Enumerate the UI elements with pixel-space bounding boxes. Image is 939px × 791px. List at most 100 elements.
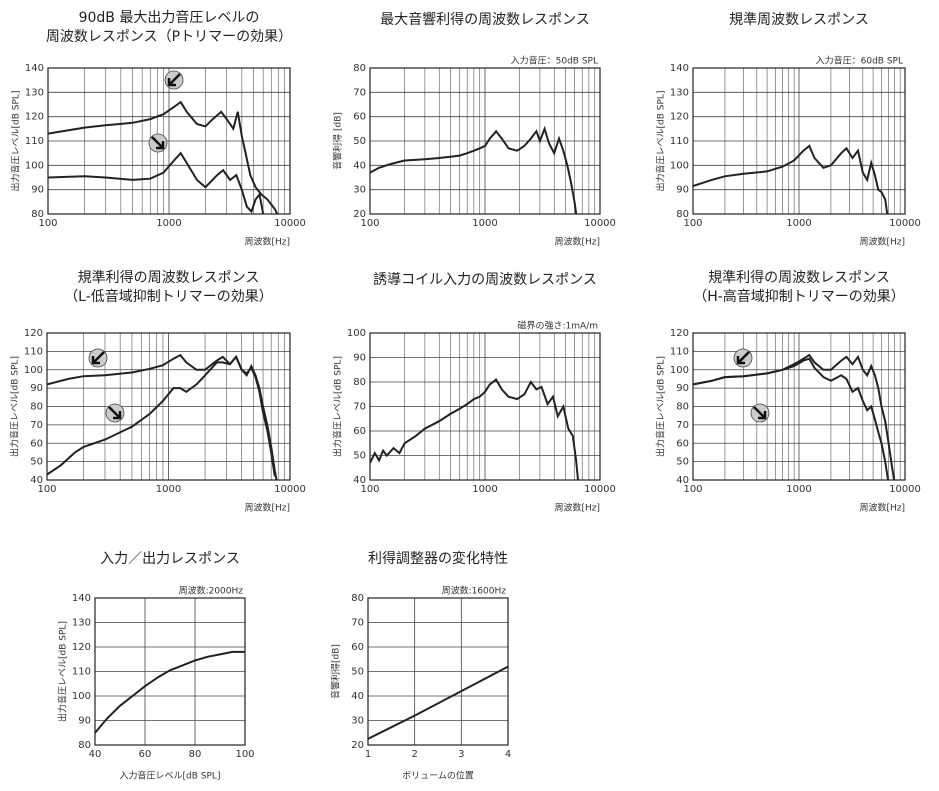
x-tick-label: 10000 — [584, 218, 616, 229]
data-line — [48, 151, 265, 214]
x-tick-label: 1000 — [786, 484, 811, 495]
data-line — [370, 125, 578, 214]
y-axis-label: 音響利得 [dB] — [332, 112, 344, 170]
y-tick-label: 130 — [25, 87, 44, 98]
y-tick-label: 50 — [353, 451, 366, 462]
y-tick-label: 120 — [670, 112, 689, 123]
y-tick-label: 120 — [24, 328, 43, 339]
x-axis-label: 周波数[Hz] — [244, 236, 290, 248]
y-tick-label: 80 — [78, 740, 91, 751]
y-tick-label: 20 — [353, 209, 366, 220]
plot-frame — [46, 332, 291, 481]
y-axis-label: 音響利得[dB] — [330, 644, 342, 699]
y-tick-label: 80 — [353, 63, 366, 74]
y-tick-label: 80 — [351, 593, 364, 604]
y-tick-label: 110 — [24, 346, 43, 357]
y-tick-label: 100 — [670, 160, 689, 171]
y-tick-label: 90 — [676, 383, 689, 394]
y-tick-label: 70 — [30, 420, 43, 431]
trimmer-arrow — [91, 351, 105, 365]
x-tick-label: 1000 — [156, 484, 181, 495]
y-axis-label: 出力音圧レベル[dB SPL] — [332, 356, 344, 457]
annotation: 入力音圧：50dB SPL — [511, 55, 598, 67]
chart-title: 90dB 最大出力音圧レベルの — [79, 9, 260, 26]
y-tick-label: 90 — [78, 716, 91, 727]
trimmer-arrow — [753, 406, 767, 420]
x-axis-label: 周波数[Hz] — [554, 236, 600, 248]
chart-title: 入力／出力レスポンス — [100, 551, 240, 567]
y-tick-label: 120 — [72, 642, 91, 653]
x-tick-label: 2 — [411, 749, 417, 760]
y-tick-label: 40 — [353, 160, 366, 171]
y-tick-label: 120 — [25, 112, 44, 123]
x-tick-label: 100 — [235, 749, 254, 760]
y-tick-label: 70 — [353, 87, 366, 98]
plot-frame — [692, 332, 906, 481]
x-tick-label: 100 — [360, 484, 379, 495]
plot-frame — [47, 67, 291, 215]
y-tick-label: 40 — [353, 475, 366, 486]
plot-frame — [369, 332, 601, 481]
x-tick-label: 3 — [458, 749, 464, 760]
plot-frame — [94, 597, 246, 746]
x-tick-label: 1000 — [472, 218, 497, 229]
y-tick-label: 100 — [25, 160, 44, 171]
x-tick-label: 100 — [38, 218, 57, 229]
data-line — [47, 353, 278, 480]
y-tick-label: 40 — [351, 691, 364, 702]
y-tick-label: 80 — [676, 209, 689, 220]
y-tick-label: 30 — [351, 716, 364, 727]
y-tick-label: 60 — [353, 426, 366, 437]
y-tick-label: 50 — [30, 457, 43, 468]
chart-title: 最大音響利得の周波数レスポンス — [380, 11, 590, 28]
y-tick-label: 110 — [72, 667, 91, 678]
chart-title: 利得調整器の変化特性 — [368, 550, 508, 567]
x-tick-label: 4 — [505, 749, 511, 760]
y-tick-label: 140 — [670, 63, 689, 74]
trimmer-arrow — [167, 73, 181, 87]
chart-title: 誘導コイル入力の周波数レスポンス — [373, 272, 597, 288]
data-line — [370, 378, 580, 480]
y-tick-label: 80 — [676, 402, 689, 413]
x-axis-label: 周波数[Hz] — [244, 502, 290, 514]
y-tick-label: 80 — [31, 209, 44, 220]
y-tick-label: 110 — [670, 346, 689, 357]
y-tick-label: 50 — [353, 136, 366, 147]
chart-title: 周波数レスポンス（Pトリマーの効果） — [46, 29, 292, 45]
y-tick-label: 110 — [670, 136, 689, 147]
y-tick-label: 30 — [353, 185, 366, 196]
y-tick-label: 130 — [72, 618, 91, 629]
data-line — [368, 665, 508, 740]
y-tick-label: 80 — [353, 377, 366, 388]
annotation: 周波数:1600Hz — [442, 585, 507, 597]
y-tick-label: 100 — [347, 328, 366, 339]
x-tick-label: 100 — [683, 218, 702, 229]
x-tick-label: 10000 — [584, 484, 616, 495]
x-tick-label: 60 — [139, 749, 152, 760]
y-tick-label: 70 — [351, 618, 364, 629]
data-line — [47, 355, 276, 477]
y-tick-label: 50 — [676, 457, 689, 468]
x-tick-label: 10000 — [274, 218, 306, 229]
chart-title: （L-低音域抑制トリマーの効果） — [64, 288, 273, 305]
y-tick-label: 90 — [30, 383, 43, 394]
y-tick-label: 70 — [353, 402, 366, 413]
chart-title: 規準周波数レスポンス — [729, 12, 869, 28]
x-axis-label: 入力音圧レベル[dB SPL] — [120, 770, 221, 782]
y-tick-label: 140 — [25, 63, 44, 74]
y-tick-label: 120 — [670, 328, 689, 339]
y-axis-label: 出力音圧レベル[dB SPL] — [655, 91, 667, 192]
data-line — [48, 100, 279, 214]
y-tick-label: 90 — [353, 353, 366, 364]
y-tick-label: 40 — [676, 475, 689, 486]
data-line — [693, 357, 890, 480]
trimmer-arrow — [151, 136, 165, 150]
x-axis-label: 周波数[Hz] — [554, 502, 600, 514]
x-axis-label: ボリュームの位置 — [402, 770, 474, 782]
y-tick-label: 100 — [670, 365, 689, 376]
chart-title: （H-高音域抑制トリマーの効果） — [693, 288, 905, 305]
data-line — [95, 650, 245, 734]
trimmer-arrow — [736, 351, 750, 365]
